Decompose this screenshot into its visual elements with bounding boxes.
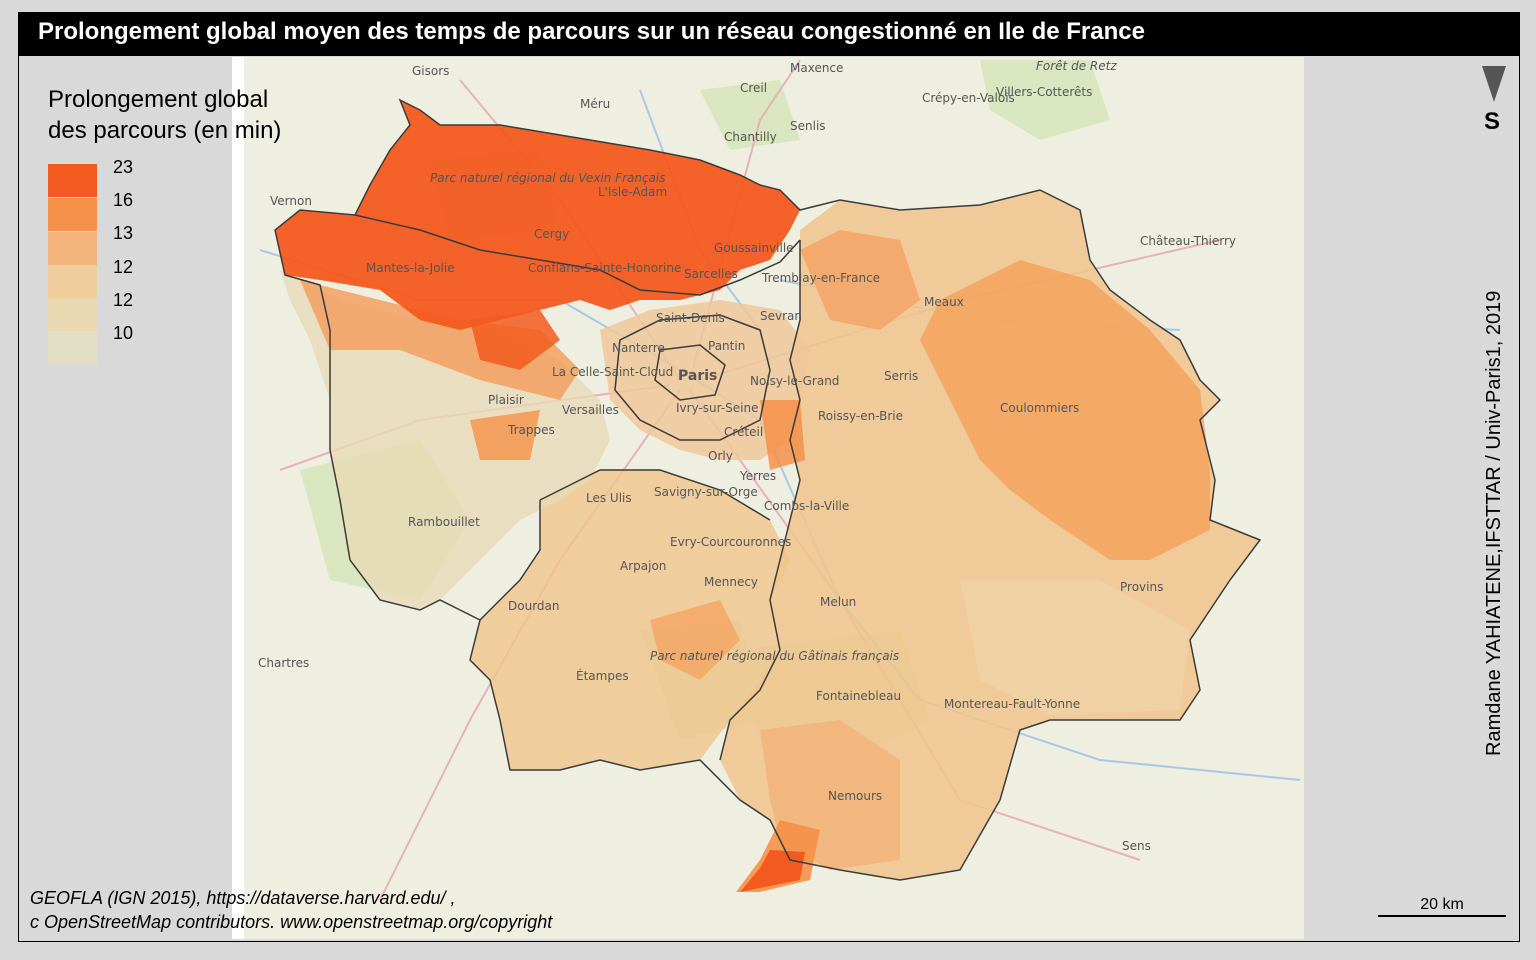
region-val-d-oise xyxy=(275,100,800,330)
region-petite-couronne xyxy=(600,300,810,460)
region-essonne xyxy=(470,470,790,770)
place-montereau: Montereau-Fault-Yonne xyxy=(944,697,1080,711)
place-chartres: Chartres xyxy=(258,656,309,670)
place-etampes: Étampes xyxy=(576,668,629,683)
place-labels: Gisors Méru Creil Maxence Senlis Chantil… xyxy=(258,59,1236,853)
place-mantes: Mantes-la-Jolie xyxy=(366,261,455,275)
place-gisors: Gisors xyxy=(412,64,449,78)
legend-label-4: 12 xyxy=(113,257,134,277)
region-gatinais xyxy=(650,600,740,680)
place-mennecy: Mennecy xyxy=(704,575,758,589)
place-creil: Creil xyxy=(740,81,767,95)
place-rambouillet: Rambouillet xyxy=(408,515,480,529)
place-creteil: Créteil xyxy=(724,425,763,439)
title-bar xyxy=(18,12,1520,56)
place-crepy: Crépy-en-Valois xyxy=(922,91,1015,105)
author-credit: Ramdane YAHIATENE,IFSTTAR / Univ-Paris1,… xyxy=(1483,290,1505,756)
place-nemours: Nemours xyxy=(828,789,882,803)
legend-swatch-3 xyxy=(48,232,97,265)
region-yvelines-north xyxy=(300,280,580,400)
region-south-east xyxy=(960,580,1190,715)
place-arpajon: Arpajon xyxy=(620,559,666,573)
place-nanterre: Nanterre xyxy=(612,341,665,355)
source-attribution: GEOFLA (IGN 2015), https://dataverse.har… xyxy=(30,886,552,934)
place-chateau: Château-Thierry xyxy=(1140,234,1236,248)
legend-label-5: 12 xyxy=(113,290,134,310)
legend-title-line1: Prolongement global xyxy=(48,86,269,113)
choropleth xyxy=(275,100,1260,892)
place-coulommiers: Coulommiers xyxy=(1000,401,1079,415)
legend-label-6: 10 xyxy=(113,323,134,343)
legend-swatch-1 xyxy=(48,164,97,197)
legend-title-line2: des parcours (en min) xyxy=(48,117,282,144)
place-gatinais: Parc naturel régional du Gâtinais frança… xyxy=(650,649,899,663)
legend-label-1: 23 xyxy=(113,157,134,177)
place-paris: Paris xyxy=(678,368,717,384)
place-chantilly: Chantilly xyxy=(724,130,777,144)
place-noisy: Noisy-le-Grand xyxy=(750,374,839,388)
source-line-2: c OpenStreetMap contributors. www.openst… xyxy=(30,912,553,932)
place-meru: Méru xyxy=(580,97,610,111)
place-combs: Combs-la-Ville xyxy=(764,499,849,513)
place-maxence: Maxence xyxy=(790,61,843,75)
place-senlis: Senlis xyxy=(790,119,826,133)
place-sevran: Sevran xyxy=(760,309,802,323)
north-arrow-icon xyxy=(1482,66,1506,102)
place-roissy: Roissy-en-Brie xyxy=(818,409,903,423)
legend-swatch-6-spacer xyxy=(48,331,97,364)
place-orly: Orly xyxy=(708,449,733,463)
place-sens: Sens xyxy=(1122,839,1151,853)
place-plaisir: Plaisir xyxy=(488,393,524,407)
place-lesulis: Les Ulis xyxy=(586,491,632,505)
place-dourdan: Dourdan xyxy=(508,599,560,613)
region-east-core xyxy=(920,260,1210,560)
legend-label-3: 13 xyxy=(113,223,134,243)
place-tremblay: Tremblay-en-France xyxy=(761,271,880,285)
region-trappes xyxy=(470,410,540,460)
legend-swatch-4 xyxy=(48,265,97,298)
map-title: Prolongement global moyen des temps de p… xyxy=(38,18,1145,45)
source-line-1: GEOFLA (IGN 2015), https://dataverse.har… xyxy=(30,888,456,908)
region-roissy xyxy=(800,230,920,330)
place-conflans: Conflans-Sainte-Honorine xyxy=(528,261,681,275)
place-versailles: Versailles xyxy=(562,403,619,417)
place-evry: Evry-Courcouronnes xyxy=(670,535,791,549)
place-vernon: Vernon xyxy=(270,194,312,208)
place-serris: Serris xyxy=(884,369,918,383)
place-villers: Villers-Cotterêts xyxy=(996,85,1092,99)
place-cergy: Cergy xyxy=(534,227,569,241)
place-trappes: Trappes xyxy=(507,423,555,437)
place-foret: Forêt de Retz xyxy=(1036,59,1117,73)
place-lisle: L'Isle-Adam xyxy=(598,185,667,199)
place-saintdenis: Saint-Denis xyxy=(656,311,725,325)
place-vexin: Parc naturel régional du Vexin Français xyxy=(430,171,666,185)
legend-swatch-5 xyxy=(48,298,97,331)
scale-bar xyxy=(1378,915,1506,917)
map-area[interactable]: Gisors Méru Creil Maxence Senlis Chantil… xyxy=(244,57,1304,939)
place-melun: Melun xyxy=(820,595,856,609)
place-provins: Provins xyxy=(1120,580,1163,594)
place-meaux: Meaux xyxy=(924,295,964,309)
place-yerres: Yerres xyxy=(739,469,776,483)
place-goussainville: Goussainville xyxy=(714,241,794,255)
region-south-tip-dark xyxy=(740,850,805,892)
place-pantin: Pantin xyxy=(708,339,745,353)
white-strip xyxy=(232,57,244,939)
place-ivry: Ivry-sur-Seine xyxy=(676,401,758,415)
legend-title: Prolongement global des parcours (en min… xyxy=(48,84,281,146)
place-fontainebleau: Fontainebleau xyxy=(816,689,901,703)
north-arrow-label: S xyxy=(1484,108,1501,135)
department-boundaries xyxy=(274,98,1262,881)
scale-label: 20 km xyxy=(1420,896,1464,913)
place-sarcelles: Sarcelles xyxy=(684,267,738,281)
region-val-d-oise-mid xyxy=(470,310,560,370)
legend-label-2: 16 xyxy=(113,190,134,210)
place-savigny: Savigny-sur-Orge xyxy=(654,485,758,499)
place-lacelle: La Celle-Saint-Cloud xyxy=(552,365,673,379)
legend-swatch-2 xyxy=(48,198,97,231)
